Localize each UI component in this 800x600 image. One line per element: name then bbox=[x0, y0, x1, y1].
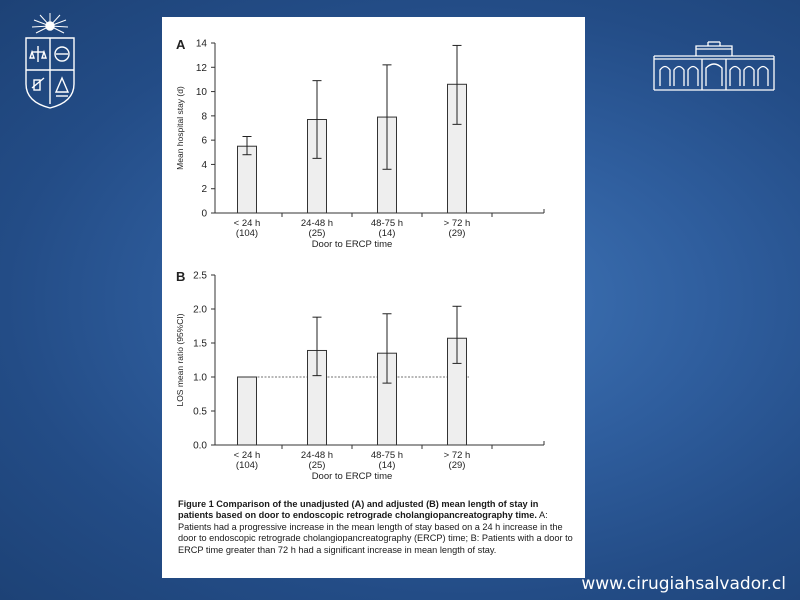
chart-a-y-tick-label: 10 bbox=[196, 87, 208, 98]
chart-a-y-tick-label: 8 bbox=[201, 111, 207, 122]
chart-a-panel-label: A bbox=[176, 37, 186, 52]
chart-b-category-count: (14) bbox=[379, 460, 396, 471]
figure-panel: A 0 2 4 6 8 10 12 14 Mean hospital stay (d) < 24 h… bbox=[162, 17, 585, 578]
chart-b-y-axis-label: LOS mean ratio (95%CI) bbox=[175, 313, 185, 406]
chart-a-y-tick-label: 4 bbox=[201, 160, 207, 171]
chart-b-y-tick-label: 1.5 bbox=[193, 339, 207, 350]
chart-b-y-tick-label: 1.0 bbox=[193, 373, 207, 384]
chart-a-y-tick-label: 6 bbox=[201, 136, 207, 147]
chart-a-category-count: (29) bbox=[449, 228, 466, 239]
chart-b-category-label: 24-48 h bbox=[301, 450, 333, 461]
caption-title: Figure 1 Comparison of the unadjusted (A… bbox=[178, 499, 539, 521]
chart-b-category-count: (25) bbox=[309, 460, 326, 471]
chart-b-y-tick-label: 2.5 bbox=[193, 271, 207, 282]
caption-body: A: Patients had a progressive increase i… bbox=[178, 510, 573, 555]
chart-a-y-tick-label: 12 bbox=[196, 63, 208, 74]
chart-b-y-tick-label: 0.0 bbox=[193, 441, 207, 452]
chart-b-category-label: > 72 h bbox=[444, 450, 471, 461]
chart-b-category-count: (29) bbox=[449, 460, 466, 471]
university-crest-icon bbox=[25, 13, 75, 109]
chart-b-category-label: 48-75 h bbox=[371, 450, 403, 461]
chart-a-y-axis-label: Mean hospital stay (d) bbox=[175, 86, 185, 170]
chart-a-y-tick-label: 0 bbox=[201, 209, 207, 220]
chart-a-category-label: 24-48 h bbox=[301, 218, 333, 229]
chart-a-y-tick-label: 14 bbox=[196, 39, 208, 50]
chart-a-category-label: < 24 h bbox=[234, 218, 261, 229]
website-url: www.cirugiahsalvador.cl bbox=[581, 574, 786, 594]
chart-b: B 0.0 0.5 1.0 1.5 2.0 2.5 LOS mean ratio (95%CI… bbox=[175, 269, 545, 482]
chart-a-category-count: (104) bbox=[236, 228, 258, 239]
chart-a-category-label: > 72 h bbox=[444, 218, 471, 229]
chart-a-x-axis-label: Door to ERCP time bbox=[312, 239, 393, 250]
chart-a-category-count: (14) bbox=[379, 228, 396, 239]
chart-b-category-label: < 24 h bbox=[234, 450, 261, 461]
chart-a-bar bbox=[237, 145, 257, 214]
chart-b-y-tick-label: 2.0 bbox=[193, 305, 207, 316]
chart-a: A 0 2 4 6 8 10 12 14 Mean hospital stay (d) < 24 h… bbox=[175, 37, 545, 250]
chart-b-y-tick-label: 0.5 bbox=[193, 407, 207, 418]
chart-b-bar bbox=[237, 376, 257, 446]
chart-b-panel-label: B bbox=[176, 269, 185, 284]
chart-a-category-count: (25) bbox=[309, 228, 326, 239]
chart-a-category-label: 48-75 h bbox=[371, 218, 403, 229]
chart-a-y-tick-label: 2 bbox=[201, 184, 207, 195]
hospital-building-icon bbox=[653, 41, 775, 91]
chart-b-category-count: (104) bbox=[236, 460, 258, 471]
chart-b-x-axis-label: Door to ERCP time bbox=[312, 471, 393, 482]
figure-caption: Figure 1 Comparison of the unadjusted (A… bbox=[178, 499, 574, 556]
